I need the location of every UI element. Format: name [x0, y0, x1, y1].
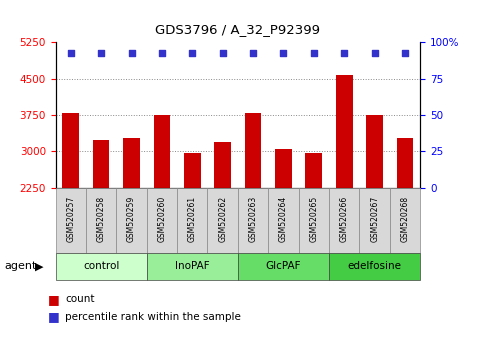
Text: edelfosine: edelfosine [348, 261, 402, 272]
Text: control: control [83, 261, 119, 272]
Bar [238, 253, 329, 280]
Text: GSM520264: GSM520264 [279, 196, 288, 242]
Bar [62, 113, 79, 188]
Bar [275, 149, 292, 188]
Text: count: count [65, 294, 95, 304]
Text: GSM520266: GSM520266 [340, 196, 349, 242]
Text: GSM520265: GSM520265 [309, 196, 318, 242]
Point [401, 50, 409, 56]
Point [280, 50, 287, 56]
Bar [397, 138, 413, 188]
Bar [123, 138, 140, 188]
Text: ■: ■ [48, 310, 60, 323]
Bar [208, 188, 238, 253]
Text: GSM520262: GSM520262 [218, 196, 227, 242]
Point [249, 50, 257, 56]
Text: GSM520268: GSM520268 [400, 196, 410, 242]
Bar [56, 188, 86, 253]
Point [67, 50, 74, 56]
Bar [305, 153, 322, 188]
Text: GSM520267: GSM520267 [370, 196, 379, 242]
Bar [329, 188, 359, 253]
Bar [366, 115, 383, 188]
Bar [245, 113, 261, 188]
Text: GSM520261: GSM520261 [188, 196, 197, 242]
Point [371, 50, 379, 56]
Bar [93, 140, 110, 188]
Text: GSM520259: GSM520259 [127, 196, 136, 242]
Text: agent: agent [5, 261, 37, 272]
Text: GDS3796 / A_32_P92399: GDS3796 / A_32_P92399 [156, 23, 320, 36]
Bar [390, 188, 420, 253]
Bar [56, 253, 147, 280]
Text: GlcPAF: GlcPAF [266, 261, 301, 272]
Point [219, 50, 227, 56]
Bar [238, 188, 268, 253]
Bar [147, 253, 238, 280]
Text: GSM520258: GSM520258 [97, 196, 106, 242]
Text: GSM520260: GSM520260 [157, 196, 167, 242]
Bar [359, 188, 390, 253]
Bar [298, 188, 329, 253]
Text: ▶: ▶ [35, 261, 44, 272]
Bar [214, 142, 231, 188]
Point [310, 50, 318, 56]
Point [97, 50, 105, 56]
Point [188, 50, 196, 56]
Bar [177, 188, 208, 253]
Bar [116, 188, 147, 253]
Text: GSM520263: GSM520263 [249, 196, 257, 242]
Bar [336, 75, 353, 188]
Point [341, 50, 348, 56]
Bar [154, 115, 170, 188]
Point [158, 50, 166, 56]
Text: ■: ■ [48, 293, 60, 306]
Bar [147, 188, 177, 253]
Bar [329, 253, 420, 280]
Text: InoPAF: InoPAF [175, 261, 210, 272]
Text: percentile rank within the sample: percentile rank within the sample [65, 312, 241, 322]
Bar [184, 153, 200, 188]
Bar [86, 188, 116, 253]
Point [128, 50, 135, 56]
Bar [268, 188, 298, 253]
Text: GSM520257: GSM520257 [66, 196, 75, 242]
